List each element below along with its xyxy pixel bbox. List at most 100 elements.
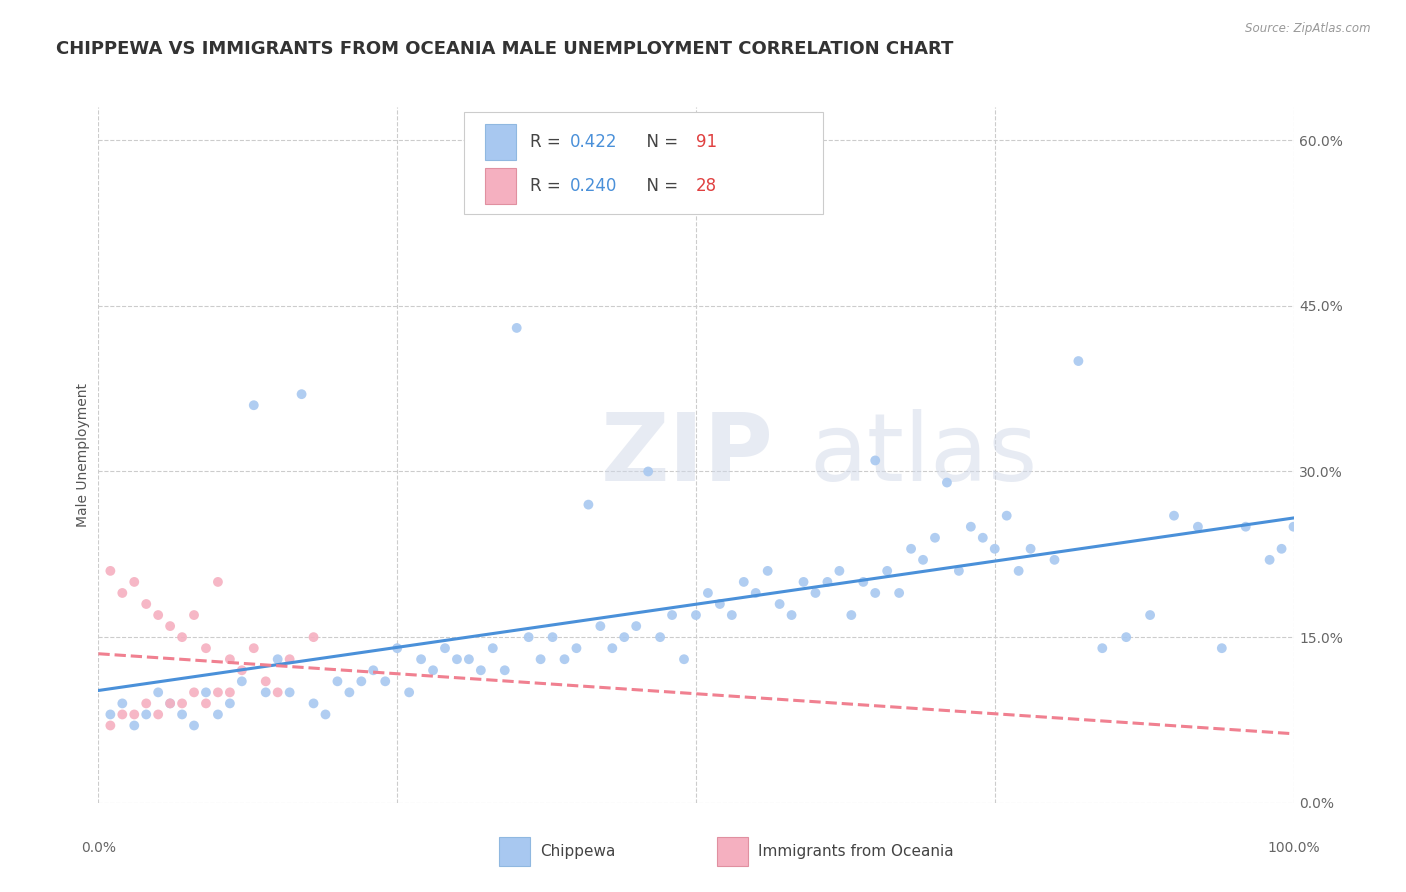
Point — [1067, 354, 1090, 368]
Point — [207, 707, 229, 722]
Point — [506, 321, 529, 335]
Point — [195, 641, 218, 656]
Text: 28: 28 — [696, 178, 717, 195]
Point — [745, 586, 768, 600]
Point — [1234, 519, 1257, 533]
Point — [733, 574, 755, 589]
Point — [578, 498, 600, 512]
Point — [1282, 519, 1305, 533]
Point — [124, 574, 146, 589]
Point — [541, 630, 564, 644]
Point — [494, 663, 516, 677]
Point — [972, 531, 994, 545]
Point — [374, 674, 396, 689]
Point — [326, 674, 349, 689]
Point — [1008, 564, 1031, 578]
Point — [195, 697, 218, 711]
Point — [841, 608, 863, 623]
Point — [889, 586, 911, 600]
Point — [98, 564, 122, 578]
Text: Source: ZipAtlas.com: Source: ZipAtlas.com — [1246, 22, 1371, 36]
Point — [960, 519, 983, 533]
Text: 100.0%: 100.0% — [1267, 841, 1320, 855]
Point — [195, 685, 218, 699]
Point — [948, 564, 970, 578]
Point — [302, 697, 325, 711]
Point — [135, 697, 157, 711]
Point — [1271, 541, 1294, 556]
Point — [159, 697, 181, 711]
Point — [315, 707, 337, 722]
Point — [350, 674, 373, 689]
Point — [267, 685, 290, 699]
Point — [398, 685, 420, 699]
Point — [278, 652, 301, 666]
Point — [98, 707, 122, 722]
Point — [243, 641, 266, 656]
Text: 0.422: 0.422 — [569, 133, 617, 151]
Text: 0.240: 0.240 — [569, 178, 617, 195]
Text: N =: N = — [636, 133, 683, 151]
Point — [565, 641, 588, 656]
Point — [995, 508, 1018, 523]
Point — [517, 630, 540, 644]
Point — [219, 652, 242, 666]
Point — [554, 652, 576, 666]
Point — [98, 718, 122, 732]
Point — [111, 697, 134, 711]
Point — [793, 574, 815, 589]
Point — [900, 541, 922, 556]
Point — [183, 608, 205, 623]
Point — [411, 652, 433, 666]
Point — [231, 663, 253, 677]
Point — [172, 630, 194, 644]
Point — [219, 685, 242, 699]
Point — [172, 707, 194, 722]
Point — [637, 465, 659, 479]
Point — [254, 674, 277, 689]
Point — [148, 608, 170, 623]
Point — [602, 641, 624, 656]
Point — [385, 641, 409, 656]
Point — [1019, 541, 1042, 556]
Text: Immigrants from Oceania: Immigrants from Oceania — [758, 845, 953, 859]
Point — [207, 574, 229, 589]
Point — [458, 652, 481, 666]
Point — [135, 707, 157, 722]
Point — [243, 398, 266, 412]
Point — [422, 663, 444, 677]
Point — [219, 697, 242, 711]
Point — [709, 597, 731, 611]
Point — [530, 652, 553, 666]
Point — [434, 641, 457, 656]
Point — [1163, 508, 1185, 523]
Y-axis label: Male Unemployment: Male Unemployment — [76, 383, 90, 527]
Point — [1258, 553, 1281, 567]
Point — [613, 630, 636, 644]
Point — [650, 630, 672, 644]
Point — [865, 586, 887, 600]
Point — [291, 387, 314, 401]
Point — [1139, 608, 1161, 623]
Point — [159, 619, 181, 633]
Point — [254, 685, 277, 699]
Point — [769, 597, 792, 611]
Point — [1211, 641, 1233, 656]
Text: R =: R = — [530, 133, 567, 151]
Point — [148, 685, 170, 699]
Point — [924, 531, 946, 545]
Point — [135, 597, 157, 611]
Point — [124, 707, 146, 722]
Text: ZIP: ZIP — [600, 409, 773, 501]
Point — [363, 663, 385, 677]
Point — [124, 718, 146, 732]
Point — [817, 574, 839, 589]
Point — [159, 697, 181, 711]
Point — [1091, 641, 1114, 656]
Point — [172, 697, 194, 711]
Point — [111, 707, 134, 722]
Point — [482, 641, 505, 656]
Point — [804, 586, 827, 600]
Point — [673, 652, 696, 666]
Point — [876, 564, 898, 578]
